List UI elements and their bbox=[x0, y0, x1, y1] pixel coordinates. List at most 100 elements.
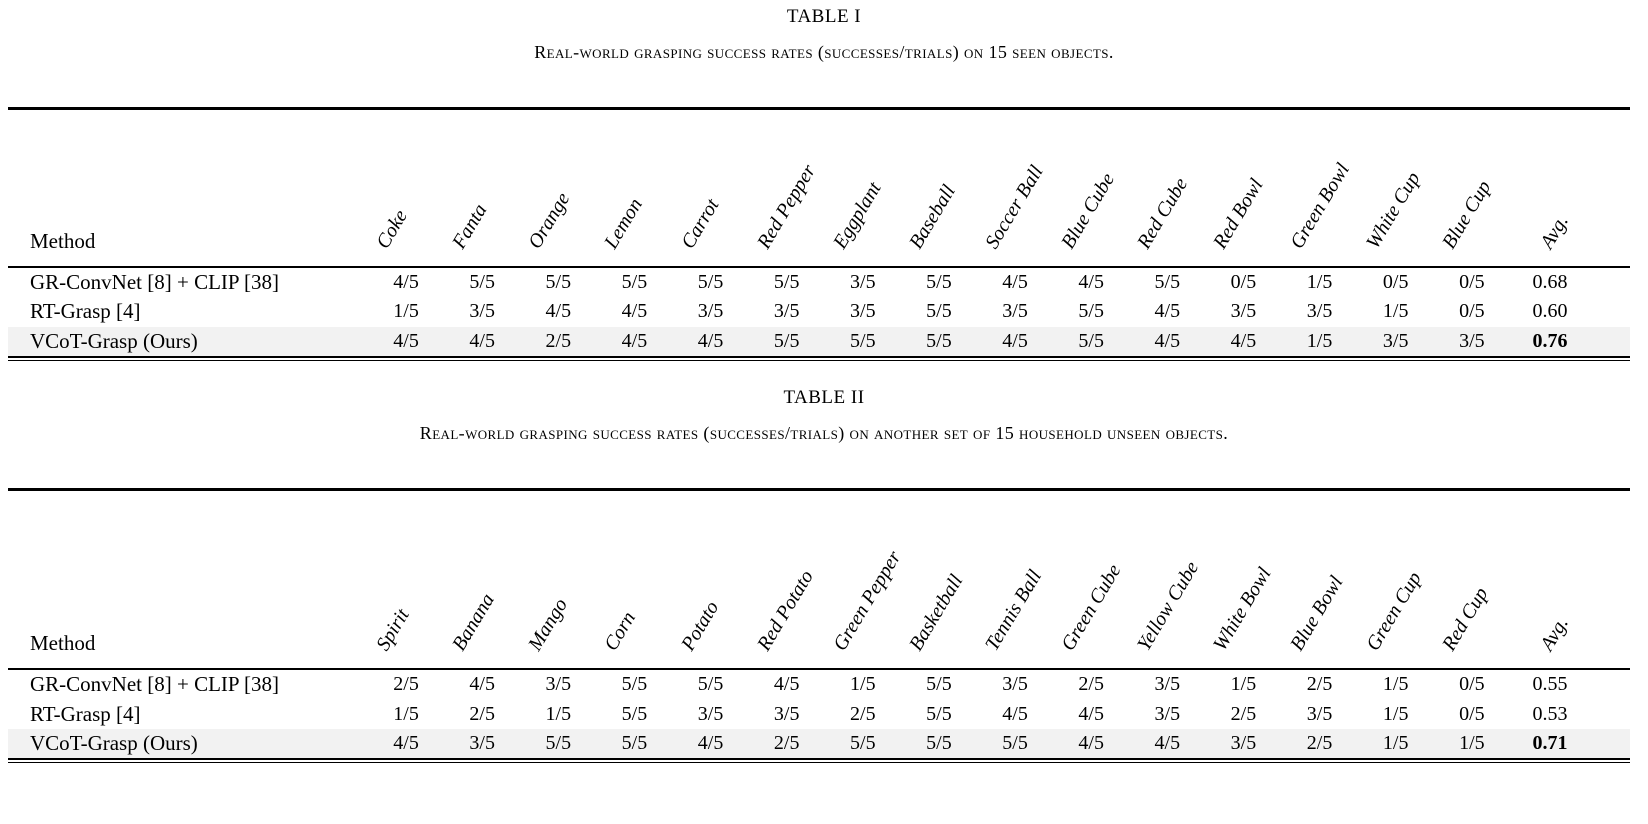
method-cell: RT-Grasp [4] bbox=[30, 299, 141, 323]
object-column-header: Mango bbox=[520, 489, 597, 670]
table-section-1: TABLE I Real-world grasping success rate… bbox=[0, 6, 1648, 361]
object-column-header: Green Cube bbox=[1053, 489, 1130, 670]
object-column-header: Tennis Ball bbox=[977, 489, 1054, 670]
value-cell: 4/5 bbox=[1230, 329, 1257, 352]
value-cell: 5/5 bbox=[926, 732, 952, 754]
value-cell: 4/5 bbox=[621, 300, 648, 322]
value-cell: 5/5 bbox=[621, 732, 648, 754]
avg-column-label: Avg. bbox=[1535, 210, 1573, 253]
object-column-header: Green Bowl bbox=[1281, 108, 1358, 268]
value-cell: 3/5 bbox=[773, 702, 800, 725]
value-cell: 4/5 bbox=[393, 329, 419, 352]
value-cell: 4/5 bbox=[697, 329, 724, 352]
object-column-header: Blue Bowl bbox=[1281, 489, 1358, 670]
object-column-header: Yellow Cube bbox=[1129, 489, 1206, 670]
value-cell: 5/5 bbox=[697, 270, 724, 293]
value-cell: 5/5 bbox=[1002, 732, 1028, 754]
table-wrapper: Method Coke Fanta Orange Lemon Carrot Red Pepp… bbox=[8, 107, 1630, 361]
table-row: GR-ConvNet [8] + CLIP [38] 2/5 4/5 3/5 5/5 5/… bbox=[8, 669, 1630, 699]
object-column-label: Red Potato bbox=[752, 566, 818, 655]
avg-cell: 0.60 bbox=[1532, 300, 1568, 322]
header-row: Method Coke Fanta Orange Lemon Carrot Red Pepp… bbox=[8, 108, 1630, 268]
object-column-label: Mango bbox=[524, 594, 573, 655]
value-cell: 3/5 bbox=[1306, 300, 1333, 322]
object-column-label: Lemon bbox=[600, 194, 648, 253]
object-column-label: Orange bbox=[524, 188, 575, 253]
method-cell: VCoT-Grasp (Ours) bbox=[30, 328, 198, 353]
object-column-label: Green Pepper bbox=[828, 547, 906, 655]
value-cell: 0/5 bbox=[1459, 702, 1485, 725]
value-cell: 4/5 bbox=[1154, 300, 1181, 322]
paper-page: TABLE I Real-world grasping success rate… bbox=[0, 6, 1648, 763]
object-column-header: Blue Cube bbox=[1053, 108, 1130, 268]
table-row: RT-Grasp [4] 1/5 3/5 4/5 4/5 3/5 3/5 3/5 5/5 3/5 5… bbox=[8, 297, 1630, 327]
object-column-header: Carrot bbox=[672, 108, 749, 268]
avg-cell: 0.53 bbox=[1532, 702, 1568, 725]
method-cell: GR-ConvNet [8] + CLIP [38] bbox=[30, 269, 280, 294]
table-row: VCoT-Grasp (Ours) 4/5 4/5 2/5 4/5 4/5 5/5 5/5 5/… bbox=[8, 326, 1630, 357]
value-cell: 3/5 bbox=[1306, 702, 1333, 725]
method-cell: VCoT-Grasp (Ours) bbox=[30, 731, 198, 755]
value-cell: 3/5 bbox=[469, 732, 495, 754]
header-row: Method Spirit Banana Mango Corn Potato Red Pot… bbox=[8, 489, 1630, 670]
avg-column-label: Avg. bbox=[1535, 613, 1573, 655]
value-cell: 5/5 bbox=[773, 329, 800, 352]
object-column-label: Soccer Ball bbox=[981, 161, 1048, 253]
method-cell: RT-Grasp [4] bbox=[30, 701, 141, 726]
object-column-header: White Cup bbox=[1357, 108, 1434, 268]
value-cell: 5/5 bbox=[621, 702, 648, 725]
value-cell: 2/5 bbox=[1078, 673, 1104, 695]
value-cell: 3/5 bbox=[697, 300, 724, 322]
value-cell: 3/5 bbox=[1230, 732, 1257, 754]
value-cell: 0/5 bbox=[1459, 673, 1485, 695]
value-cell: 4/5 bbox=[1078, 732, 1104, 754]
object-column-header: Red Potato bbox=[748, 489, 825, 670]
avg-cell: 0.71 bbox=[1532, 732, 1568, 754]
value-cell: 4/5 bbox=[773, 673, 800, 695]
object-column-label: Red Pepper bbox=[752, 160, 820, 253]
object-column-label: Fanta bbox=[448, 199, 492, 253]
value-cell: 3/5 bbox=[1002, 673, 1028, 695]
value-cell: 4/5 bbox=[1078, 270, 1104, 293]
table-section-2: TABLE II Real-world grasping success rat… bbox=[0, 386, 1648, 763]
value-cell: 5/5 bbox=[469, 270, 495, 293]
value-cell: 4/5 bbox=[1078, 702, 1104, 725]
value-cell: 5/5 bbox=[621, 673, 648, 695]
value-cell: 3/5 bbox=[850, 270, 876, 293]
object-column-header: Red Pepper bbox=[748, 108, 825, 268]
method-header: Method bbox=[8, 108, 368, 268]
value-cell: 3/5 bbox=[1459, 329, 1485, 352]
avg-column-header: Avg. bbox=[1510, 489, 1630, 670]
object-column-header: Red Cup bbox=[1433, 489, 1510, 670]
value-cell: 4/5 bbox=[469, 673, 495, 695]
table-number: TABLE II bbox=[783, 386, 865, 408]
object-column-label: Blue Cup bbox=[1437, 176, 1496, 253]
object-column-label: Blue Bowl bbox=[1285, 572, 1348, 655]
value-cell: 3/5 bbox=[1154, 702, 1181, 725]
object-column-label: Potato bbox=[676, 597, 723, 655]
object-column-label: White Bowl bbox=[1209, 563, 1277, 655]
object-column-header: Lemon bbox=[596, 108, 673, 268]
object-column-header: Red Cube bbox=[1129, 108, 1206, 268]
object-column-label: Banana bbox=[448, 589, 500, 655]
value-cell: 5/5 bbox=[926, 702, 952, 725]
value-cell: 2/5 bbox=[545, 329, 572, 352]
value-cell: 5/5 bbox=[1078, 329, 1104, 352]
object-column-header: Potato bbox=[672, 489, 749, 670]
object-column-header: Soccer Ball bbox=[977, 108, 1054, 268]
value-cell: 5/5 bbox=[850, 732, 876, 754]
object-column-header: Corn bbox=[596, 489, 673, 670]
value-cell: 3/5 bbox=[773, 300, 800, 322]
table-caption: Real-world grasping success rates (succe… bbox=[419, 422, 1229, 443]
value-cell: 0/5 bbox=[1230, 270, 1257, 293]
value-cell: 2/5 bbox=[773, 732, 800, 754]
object-column-header: Orange bbox=[520, 108, 597, 268]
object-column-header: White Bowl bbox=[1205, 489, 1282, 670]
value-cell: 4/5 bbox=[1154, 732, 1181, 754]
object-column-label: Green Bowl bbox=[1285, 158, 1354, 253]
object-column-header: Coke bbox=[368, 108, 445, 268]
value-cell: 1/5 bbox=[1382, 702, 1409, 725]
value-cell: 5/5 bbox=[621, 270, 648, 293]
object-column-header: Green Cup bbox=[1357, 489, 1434, 670]
object-column-header: Banana bbox=[444, 489, 521, 670]
